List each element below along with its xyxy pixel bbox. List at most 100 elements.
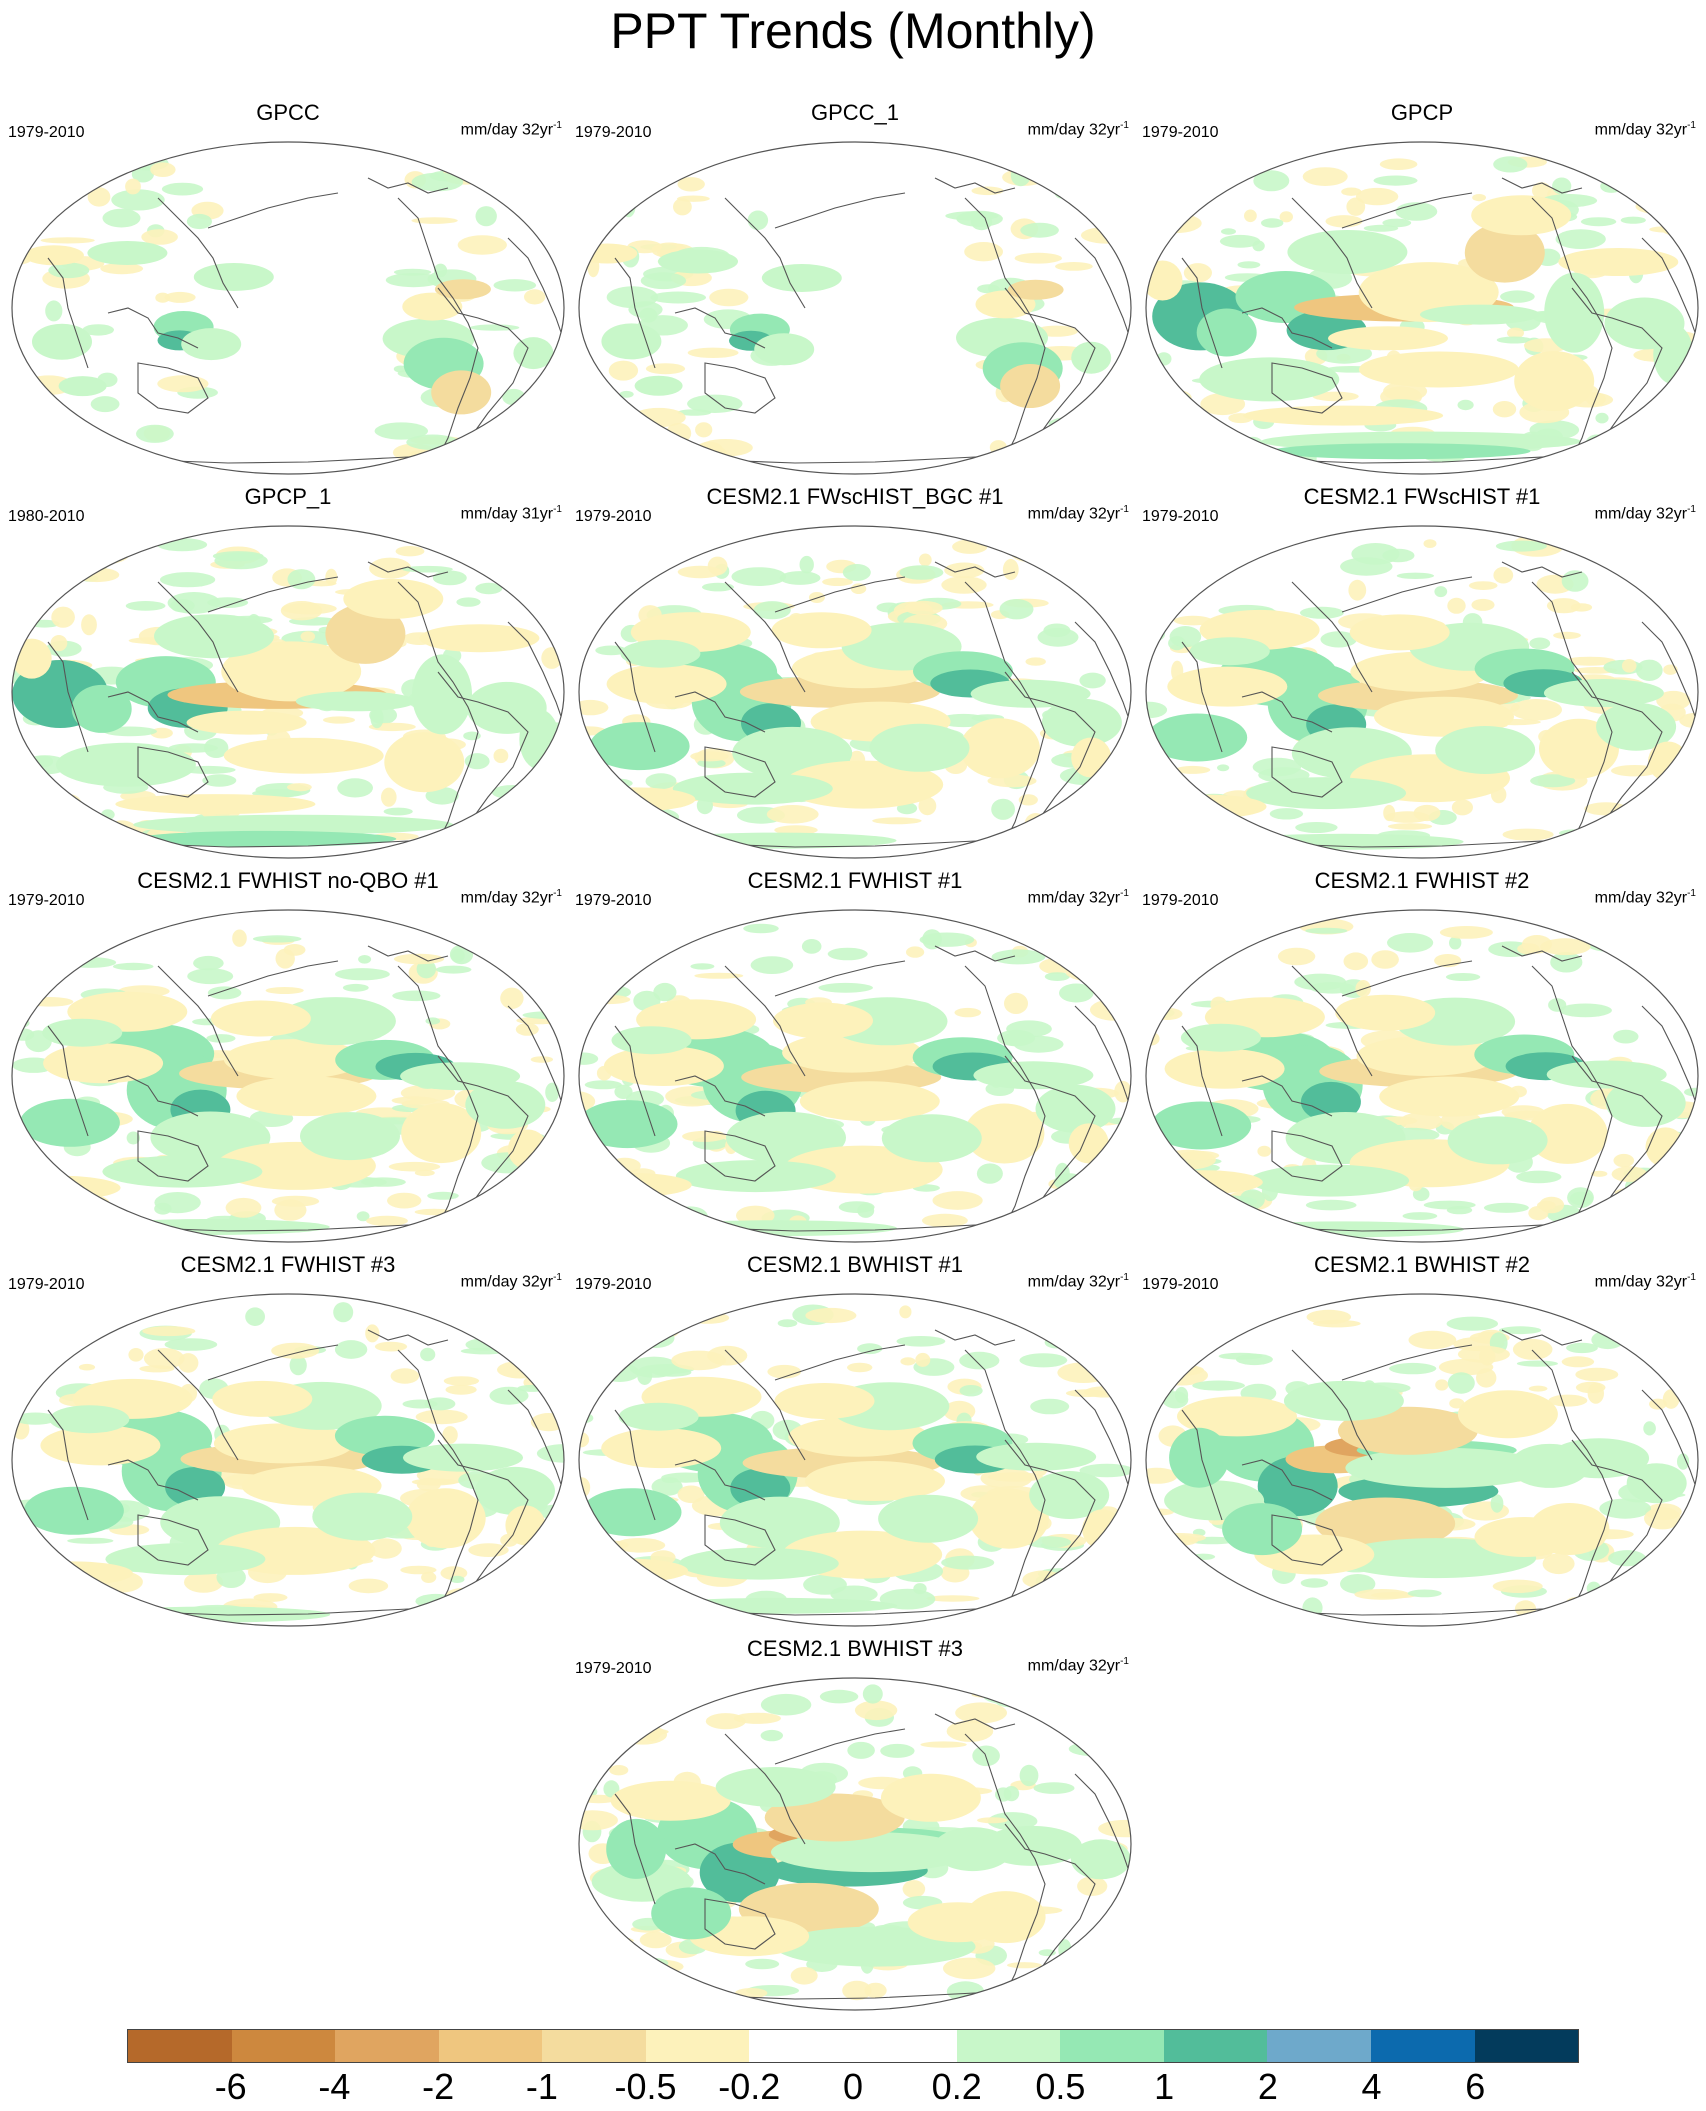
coastline — [724, 1349, 806, 1461]
trend-region — [1243, 405, 1444, 426]
trend-region — [1000, 364, 1061, 408]
trend-speckle — [1510, 699, 1562, 721]
trend-speckle — [1192, 1380, 1245, 1391]
trend-speckle — [753, 601, 791, 620]
coastline — [507, 1005, 564, 1107]
trend-speckle — [1218, 1352, 1263, 1360]
trend-region — [1146, 794, 1267, 819]
trend-speckle — [645, 773, 677, 790]
trend-region — [23, 245, 84, 266]
trend-speckle — [1611, 452, 1666, 460]
trend-region — [19, 1098, 120, 1147]
colorbar-tick-label: -4 — [318, 2066, 351, 2107]
trend-speckle — [1672, 770, 1692, 789]
trend-speckle — [1157, 1364, 1204, 1376]
trend-speckle — [1642, 804, 1663, 823]
trend-speckle — [1252, 757, 1302, 777]
trend-speckle — [913, 1583, 927, 1595]
trend-speckle — [1079, 1463, 1131, 1478]
trend-speckle — [590, 1718, 634, 1739]
trend-region — [719, 1496, 840, 1549]
coastline — [674, 1459, 766, 1501]
trend-speckle — [946, 1720, 994, 1742]
coastline — [934, 945, 1016, 962]
trend-speckle — [818, 982, 873, 993]
trend-speckle — [943, 1957, 996, 1980]
trend-speckle — [414, 1169, 435, 1177]
trend-speckle — [1269, 808, 1304, 820]
trend-speckle — [1346, 197, 1366, 216]
trend-speckle — [1341, 187, 1362, 196]
trend-speckle — [687, 347, 739, 358]
colorbar-box — [1060, 2030, 1164, 2062]
trend-region — [40, 1425, 161, 1466]
trend-speckle — [1205, 1589, 1235, 1596]
trend-speckle — [731, 567, 787, 586]
trend-speckle — [335, 968, 390, 981]
trend-speckle — [1302, 167, 1348, 186]
trend-speckle — [421, 1571, 437, 1583]
panel-title: GPCC — [256, 100, 320, 125]
trend-speckle — [456, 597, 481, 607]
trend-speckle — [1595, 412, 1609, 424]
map-border — [1145, 1293, 1699, 1627]
trend-speckle — [530, 1056, 554, 1063]
trend-region — [869, 723, 970, 772]
trend-speckle — [202, 774, 237, 787]
trend-speckle — [584, 1080, 622, 1090]
trend-speckle — [1423, 1200, 1476, 1210]
trend-speckle — [1613, 1029, 1639, 1044]
trend-speckle — [530, 1413, 564, 1432]
trend-speckle — [954, 1007, 982, 1018]
trend-speckle — [167, 592, 221, 614]
trend-speckle — [1639, 803, 1661, 825]
coastline — [674, 691, 766, 733]
trend-speckle — [527, 1303, 564, 1323]
trend-speckle — [801, 939, 822, 954]
trend-speckle — [695, 422, 713, 438]
trend-speckle — [1043, 623, 1071, 638]
trend-speckle — [653, 1368, 692, 1377]
map-panel: GPCP 1979-2010 mm/day 32yr-1 — [1142, 100, 1702, 485]
panel-units: mm/day 32yr-1 — [461, 120, 562, 139]
trend-speckle — [402, 565, 453, 573]
coastline — [774, 1344, 906, 1381]
trend-speckle — [1407, 1589, 1442, 1598]
trend-speckle — [475, 206, 497, 227]
coastline — [137, 1130, 209, 1182]
panel-units: mm/day 32yr-1 — [1595, 504, 1696, 523]
trend-speckle — [579, 1353, 620, 1367]
trend-speckle — [608, 1205, 661, 1212]
coastline — [934, 177, 1016, 194]
units-text: mm/day 31yr — [460, 505, 554, 523]
trend-speckle — [1387, 823, 1433, 830]
trend-region — [1147, 713, 1248, 762]
trend-speckle — [482, 438, 500, 461]
trend-region — [1180, 1023, 1261, 1052]
trend-speckle — [1611, 1166, 1648, 1182]
trend-speckle — [579, 1955, 617, 1970]
trend-speckle — [588, 920, 618, 935]
coastline — [137, 746, 209, 798]
trend-speckle — [587, 1686, 632, 1703]
trend-region — [154, 614, 274, 659]
trend-speckle — [164, 291, 196, 303]
trend-speckle — [1628, 1592, 1676, 1612]
trend-speckle — [369, 557, 412, 579]
coastline — [934, 1713, 1016, 1730]
trend-speckle — [524, 289, 546, 305]
panel-units: mm/day 32yr-1 — [1595, 888, 1696, 907]
trend-speckle — [991, 798, 1015, 820]
trend-speckle — [493, 798, 549, 814]
trend-speckle — [425, 787, 459, 805]
trend-speckle — [1620, 823, 1636, 838]
trend-speckle — [1168, 822, 1214, 838]
world-map — [578, 909, 1132, 1243]
trend-speckle — [899, 565, 944, 580]
panel-title: CESM2.1 FWHIST #1 — [747, 868, 963, 893]
colorbar-tick-label: 0 — [842, 2066, 864, 2107]
trend-region — [275, 997, 396, 1046]
trend-region — [976, 1442, 1097, 1471]
coastline — [207, 192, 339, 229]
trend-speckle — [207, 986, 242, 1000]
